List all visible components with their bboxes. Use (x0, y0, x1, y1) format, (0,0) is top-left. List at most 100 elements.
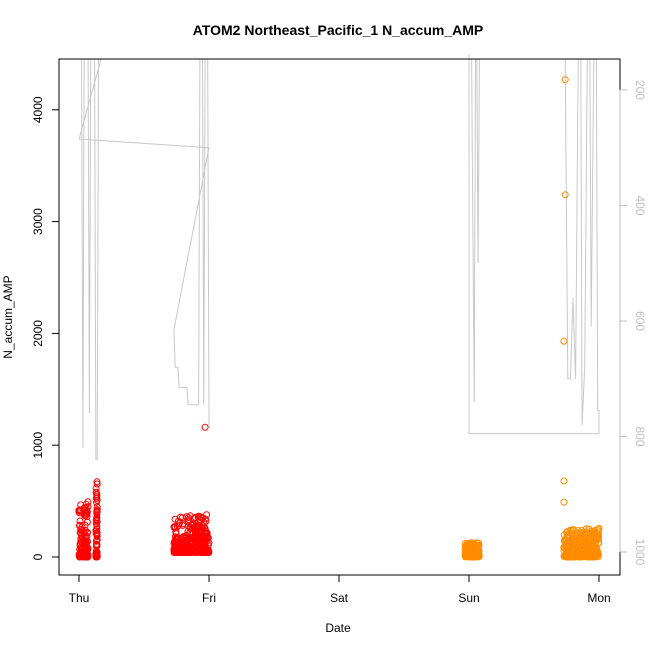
data-point (186, 512, 194, 520)
data-point (93, 522, 101, 530)
x-axis-label: Date (325, 621, 351, 635)
altitude-trace-layer (78, 54, 600, 461)
data-point (578, 553, 586, 561)
data-point (585, 537, 593, 545)
x-tick-label: Thu (69, 591, 90, 605)
data-point (170, 524, 178, 532)
data-point (77, 553, 85, 561)
data-point (570, 537, 578, 545)
data-point (461, 540, 469, 547)
data-point (589, 546, 597, 554)
data-point (474, 540, 482, 548)
y2-tick-label: 800 (633, 426, 647, 446)
data-point (93, 478, 101, 486)
data-point (561, 76, 569, 84)
data-point (93, 525, 101, 533)
data-point (565, 549, 573, 557)
x-tick-label: Fri (202, 591, 216, 605)
data-point (560, 498, 568, 506)
data-point (78, 532, 85, 540)
data-point (186, 544, 194, 552)
points-layer (75, 76, 603, 561)
data-point (92, 530, 100, 538)
data-point (76, 506, 84, 514)
data-point (203, 549, 211, 556)
plot-frame (58, 58, 621, 576)
data-point (570, 538, 577, 546)
data-point (93, 541, 101, 549)
data-point (185, 516, 193, 524)
data-point (565, 552, 573, 560)
x-tick-label: Sat (330, 591, 349, 605)
data-point (172, 528, 180, 536)
data-point (584, 529, 591, 537)
data-point (204, 533, 212, 541)
altitude-trace-line (78, 58, 210, 461)
data-point (76, 521, 84, 529)
y2-tick-label: 600 (633, 311, 647, 331)
data-point (561, 191, 569, 199)
data-point (461, 543, 469, 551)
data-point (77, 535, 85, 543)
data-point (172, 536, 180, 544)
y2-tick-label: 400 (633, 195, 647, 215)
data-point (585, 553, 593, 561)
data-point (93, 507, 101, 515)
data-point (80, 542, 88, 550)
data-point (464, 552, 472, 559)
data-point (560, 543, 568, 551)
data-point (474, 551, 482, 559)
y2-axis: 200 400 600 800 1000 (619, 80, 647, 566)
data-point (81, 504, 88, 512)
data-point (560, 477, 568, 485)
data-point (171, 523, 179, 531)
data-point (193, 524, 201, 532)
data-point (184, 536, 192, 544)
data-point (199, 545, 207, 553)
data-point (76, 517, 84, 525)
data-point (93, 514, 101, 522)
data-point (201, 548, 209, 556)
data-point (560, 337, 568, 345)
y-tick-label: 3000 (31, 208, 45, 235)
data-point (93, 548, 101, 556)
altitude-trace-line (562, 58, 600, 434)
data-point (560, 552, 568, 560)
data-point (589, 536, 597, 544)
y-tick-label: 2000 (31, 320, 45, 347)
y-axis: 0 1000 2000 3000 4000 (31, 96, 60, 560)
data-point (93, 553, 101, 561)
data-point (92, 484, 100, 492)
data-point (573, 546, 581, 554)
data-point (93, 480, 101, 488)
x-tick-label: Mon (587, 591, 610, 605)
data-point (475, 542, 483, 550)
data-point (182, 540, 190, 548)
data-point (80, 553, 88, 560)
y-tick-label: 1000 (31, 432, 45, 459)
data-point (194, 513, 202, 521)
data-point (171, 515, 179, 523)
x-tick-label: Sun (458, 591, 479, 605)
data-point (186, 529, 194, 537)
data-point (175, 521, 183, 529)
data-point (203, 511, 211, 519)
data-point (93, 536, 101, 544)
data-point (200, 535, 207, 543)
data-point (173, 548, 181, 556)
data-point (84, 553, 92, 561)
data-point (193, 547, 201, 554)
altitude-trace-line (468, 54, 599, 435)
data-point (174, 540, 182, 548)
x-axis: Thu Fri Sat Sun Mon (69, 574, 611, 605)
data-point (93, 496, 101, 504)
y2-tick-label: 200 (633, 80, 647, 100)
chart-title: ATOM2 Northeast_Pacific_1 N_accum_AMP (193, 22, 483, 38)
data-point (82, 500, 90, 508)
data-point (588, 553, 596, 561)
data-point (179, 540, 187, 548)
y-axis-label: N_accum_AMP (1, 275, 15, 358)
y-tick-label: 4000 (31, 96, 45, 123)
data-point (184, 527, 192, 535)
